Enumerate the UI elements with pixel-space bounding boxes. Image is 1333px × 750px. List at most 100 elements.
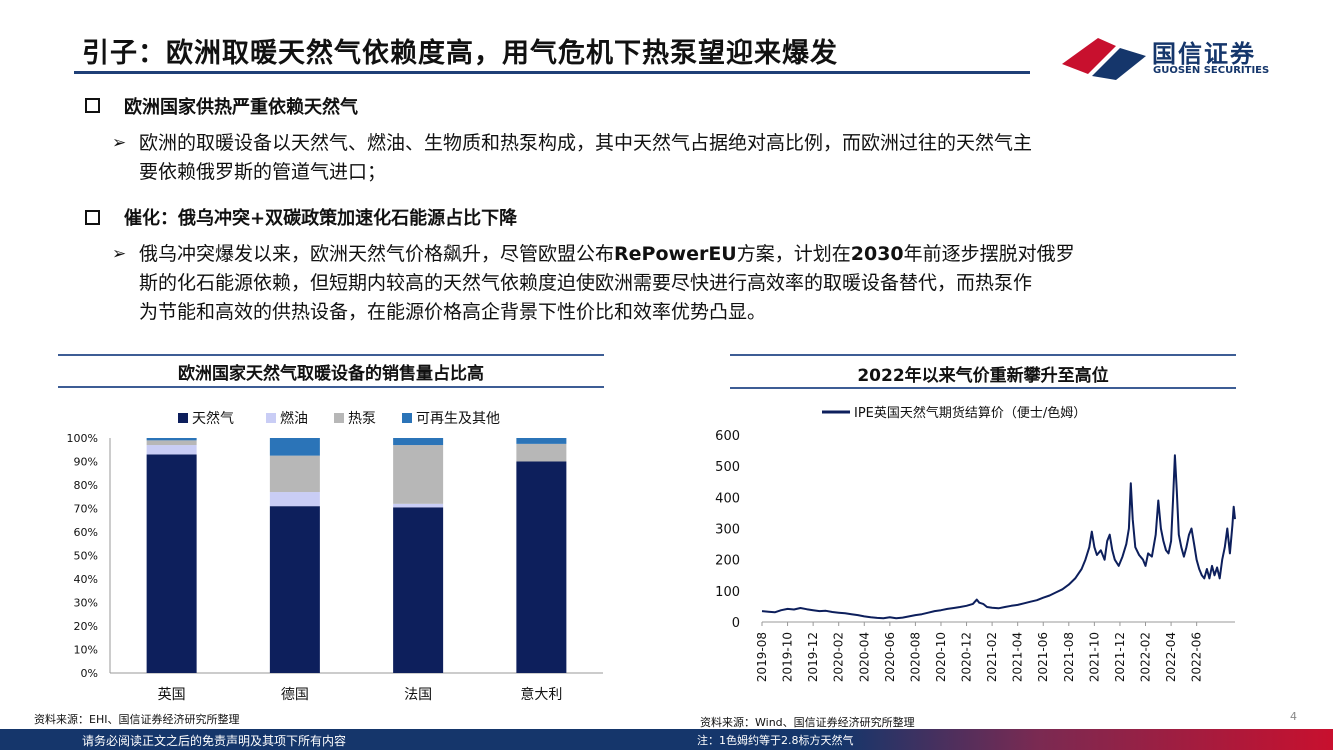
x-tick-label: 2021-02 [985, 632, 999, 682]
y-tick-label: 30% [74, 597, 98, 610]
legend-label: 可再生及其他 [416, 411, 500, 427]
square-bullet-icon [85, 210, 100, 225]
x-tick-label: 2019-08 [755, 632, 769, 682]
y-tick-label: 0% [81, 667, 98, 680]
section2-line2: 斯的化石能源依赖，但短期内较高的天然气依赖度迫使欧洲需要尽快进行高效率的取暖设备… [139, 272, 1033, 294]
text-segment: 俄乌冲突爆发以来，欧洲天然气价格飙升，尽管欧盟公布 [139, 243, 615, 265]
legend-label: 天然气 [192, 410, 234, 427]
y-tick-label: 300 [715, 523, 740, 538]
x-tick-label: 2020-08 [908, 632, 922, 682]
legend-swatch [266, 413, 276, 423]
x-tick-label: 2020-12 [960, 632, 974, 682]
y-tick-label: 100% [67, 432, 98, 445]
x-tick-label: 2022-02 [1139, 632, 1153, 682]
left-panel-title: 欧洲国家天然气取暖设备的销售量占比高 [178, 364, 484, 384]
y-tick-label: 0 [732, 616, 740, 631]
legend-label: 燃油 [280, 410, 308, 427]
x-tick-label: 2021-04 [1011, 632, 1025, 682]
x-tick-label: 2019-12 [806, 632, 820, 682]
arrow-bullet-icon: ➢ [112, 133, 127, 153]
y-tick-label: 90% [74, 456, 98, 469]
stacked-bar-chart: 0% 10% 20% 30% 40% 50% 60% 70% 80% 90% 100% 英国 德国 法国 意… [67, 410, 603, 703]
text-segment: 方案，计划在 [736, 243, 851, 265]
legend-swatch [178, 413, 188, 423]
x-tick-label: 2021-08 [1062, 632, 1076, 682]
x-tick-label: 2021-06 [1036, 632, 1050, 682]
bar-segment [393, 507, 444, 673]
arrow-bullet-icon: ➢ [112, 244, 127, 264]
x-tick-label: 2022-04 [1164, 632, 1178, 682]
x-category-label: 德国 [281, 687, 309, 703]
bar-segment [146, 440, 197, 446]
bar-segment [393, 438, 444, 446]
bar-segment [393, 503, 444, 508]
bar-segment [269, 506, 320, 673]
x-tick-label: 2021-12 [1113, 632, 1127, 682]
year-2030-text: 2030 [850, 243, 904, 265]
right-panel-title: 2022年以来气价重新攀升至高位 [857, 366, 1109, 386]
y-tick-label: 40% [74, 573, 98, 586]
x-category-label: 英国 [158, 686, 186, 703]
legend-swatch [334, 413, 344, 423]
legend-label: 热泵 [348, 411, 376, 427]
y-tick-label: 10% [74, 644, 98, 657]
right-panel-source: 资料来源：Wind、国信证券经济研究所整理 [700, 716, 915, 729]
x-category-label: 意大利 [520, 686, 562, 703]
repowereu-text: RePowerEU [614, 243, 737, 265]
page-title: 引子：欧洲取暖天然气依赖度高，用气危机下热泵望迎来爆发 [82, 38, 838, 69]
y-tick-label: 70% [74, 503, 98, 516]
right-panel-rule-bottom [730, 387, 1236, 389]
y-tick-label: 200 [715, 554, 740, 569]
right-panel-rule-top [730, 354, 1236, 356]
section1-line2: 要依赖俄罗斯的管道气进口； [139, 161, 387, 183]
logo-text-cn: 国信证券 [1152, 40, 1256, 68]
section2-line1: 俄乌冲突爆发以来，欧洲天然气价格飙升，尽管欧盟公布RePowerEU方案，计划在… [139, 240, 1075, 269]
gas-price-line-chart: IPE英国天然气期货结算价（便士/色姆） 0 100 200 300 400 500 600 2… [715, 405, 1236, 682]
y-tick-label: 400 [715, 491, 740, 506]
bar-segment [269, 455, 320, 493]
bar-segment [516, 438, 567, 444]
x-tick-label: 2021-10 [1087, 632, 1101, 682]
left-panel-rule-top [58, 354, 604, 356]
left-panel-source: 资料来源：EHI、国信证券经济研究所整理 [34, 713, 240, 726]
y-tick-label: 600 [715, 429, 740, 444]
bar-segment [516, 443, 567, 462]
x-tick-label: 2022-06 [1190, 632, 1204, 682]
legend-label: IPE英国天然气期货结算价（便士/色姆） [854, 405, 1086, 421]
x-tick-label: 2020-10 [934, 632, 948, 682]
x-tick-label: 2020-04 [857, 632, 871, 682]
bar-segment [146, 454, 197, 673]
y-tick-label: 500 [715, 460, 740, 475]
text-segment: 年前逐步摆脱对俄罗 [903, 243, 1075, 265]
logo-text-en: GUOSEN SECURITIES [1153, 65, 1270, 76]
y-tick-label: 20% [74, 620, 98, 633]
x-tick-label: 2020-06 [883, 632, 897, 682]
legend-swatch [402, 413, 412, 423]
bar-segment [393, 445, 444, 504]
bar-segment [269, 492, 320, 507]
y-tick-label: 100 [715, 585, 740, 600]
x-tick-label: 2020-02 [832, 632, 846, 682]
x-category-label: 法国 [404, 687, 432, 703]
x-tick-label: 2019-10 [781, 632, 795, 682]
section2-line3: 为节能和高效的供热设备，在能源价格高企背景下性价比和效率优势凸显。 [139, 301, 767, 323]
title-underline [74, 71, 1030, 74]
page-number: 4 [1290, 710, 1297, 723]
bar-segment [269, 438, 320, 456]
left-panel-rule-bottom [58, 386, 604, 388]
section2-heading: 催化：俄乌冲突+双碳政策加速化石能源占比下降 [124, 208, 518, 229]
bar-segment [516, 461, 567, 673]
square-bullet-icon [85, 98, 100, 113]
y-tick-label: 50% [74, 550, 98, 563]
bar-segment [146, 445, 197, 455]
y-tick-label: 60% [74, 526, 98, 539]
bar-segment [146, 438, 197, 441]
y-tick-label: 80% [74, 479, 98, 492]
guosen-logo-icon [1062, 38, 1146, 80]
footer-disclaimer: 请务必阅读正文之后的免责声明及其项下所有内容 [82, 734, 347, 748]
section1-line1: 欧洲的取暖设备以天然气、燃油、生物质和热泵构成，其中天然气占据绝对高比例，而欧洲… [139, 132, 1033, 154]
price-series-line [761, 454, 1236, 620]
right-panel-note: 注：1色姆约等于2.8标方天然气 [697, 734, 854, 747]
section1-heading: 欧洲国家供热严重依赖天然气 [124, 97, 358, 118]
footer-accent [840, 729, 1333, 750]
